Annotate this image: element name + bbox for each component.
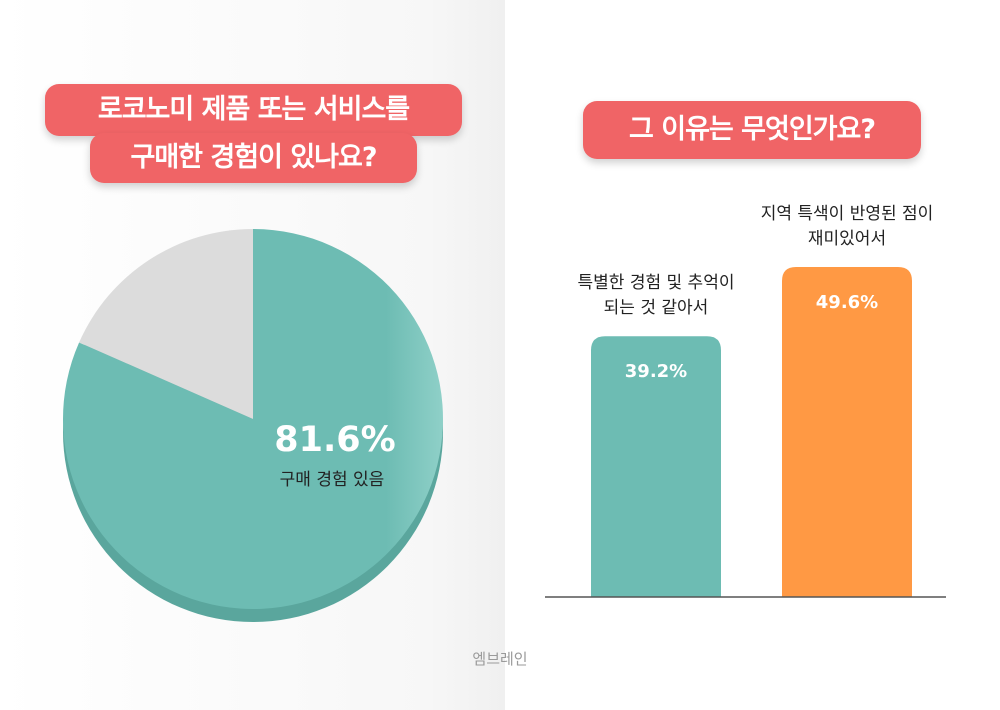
question-1-line-1: 로코노미 제품 또는 서비스를 [45, 84, 462, 136]
bar-category-label-0-line-1: 되는 것 같아서 [604, 298, 709, 318]
pie-slice-label: 구매 경험 있음 [280, 470, 385, 490]
pie-chart: 81.6% 구매 경험 있음 [63, 229, 443, 622]
pie-slices [63, 229, 443, 609]
bar-value-label-0: 39.2% [625, 361, 687, 382]
pie-slice-0 [63, 229, 443, 609]
bar-0 [591, 336, 721, 597]
bar-1 [782, 267, 912, 597]
pie-value-label: 81.6% [274, 420, 395, 460]
question-1-line-2: 구매한 경험이 있나요? [90, 133, 417, 183]
bar-category-label-1-line-1: 재미있어서 [808, 229, 886, 249]
bar-category-label-0-line-0: 특별한 경험 및 추억이 [578, 273, 735, 293]
bar-value-label-1: 49.6% [816, 292, 878, 313]
pie-slice-1 [79, 229, 253, 419]
question-2: 그 이유는 무엇인가요? [583, 101, 921, 159]
watermark: 엠브레인 [472, 650, 528, 668]
bar-category-label-1-line-0: 지역 특색이 반영된 점이 [761, 204, 934, 224]
